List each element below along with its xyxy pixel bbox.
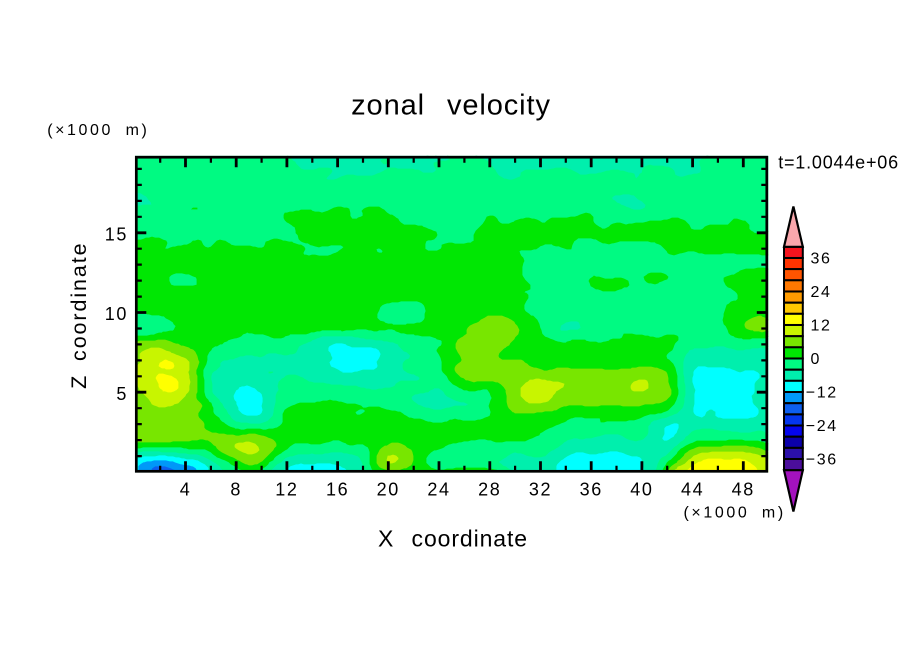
svg-text:0: 0 xyxy=(811,351,822,368)
svg-text:44: 44 xyxy=(681,479,704,499)
svg-text:16: 16 xyxy=(326,479,349,499)
svg-text:20: 20 xyxy=(377,479,400,499)
svg-text:32: 32 xyxy=(529,479,552,499)
svg-text:36: 36 xyxy=(580,479,603,499)
svg-text:10: 10 xyxy=(105,304,128,324)
svg-text:−24: −24 xyxy=(806,418,838,435)
svg-text:−12: −12 xyxy=(806,384,838,401)
svg-text:X coordinate: X coordinate xyxy=(378,526,528,552)
svg-text:28: 28 xyxy=(478,479,501,499)
svg-text:zonal velocity: zonal velocity xyxy=(351,90,551,122)
svg-text:(×1000 m): (×1000 m) xyxy=(684,504,786,521)
svg-text:12: 12 xyxy=(275,479,298,499)
svg-text:t=1.0044e+06: t=1.0044e+06 xyxy=(778,153,899,173)
svg-text:24: 24 xyxy=(811,284,832,301)
svg-text:15: 15 xyxy=(105,224,128,244)
svg-text:4: 4 xyxy=(180,479,192,499)
svg-text:−36: −36 xyxy=(806,452,838,469)
svg-text:40: 40 xyxy=(630,479,653,499)
svg-text:8: 8 xyxy=(230,479,242,499)
svg-text:36: 36 xyxy=(811,250,832,267)
svg-text:Z coordinate: Z coordinate xyxy=(67,242,91,389)
svg-text:5: 5 xyxy=(116,384,128,404)
svg-text:12: 12 xyxy=(811,317,832,334)
svg-text:(×1000 m): (×1000 m) xyxy=(47,122,149,139)
svg-text:48: 48 xyxy=(732,479,755,499)
svg-text:24: 24 xyxy=(427,479,450,499)
